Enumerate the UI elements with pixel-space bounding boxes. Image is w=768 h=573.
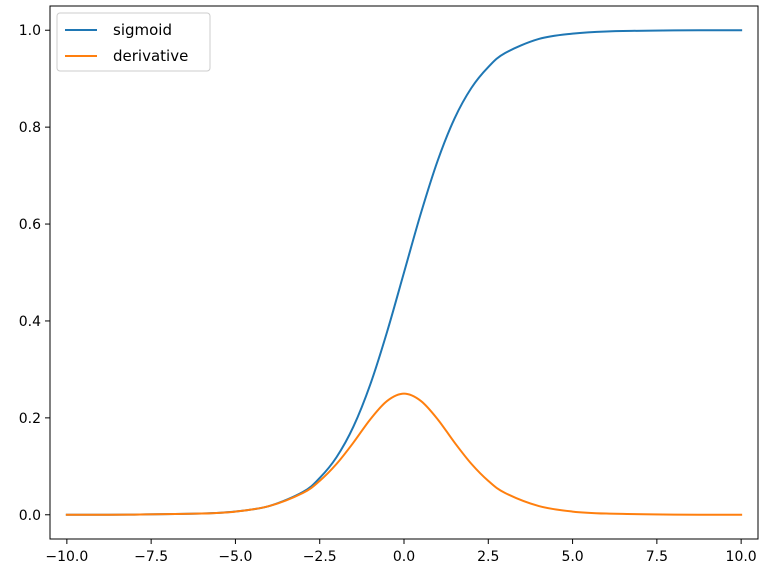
y-tick-label: 0.4 — [19, 314, 41, 330]
x-tick-label: 7.5 — [646, 549, 668, 565]
y-tick-label: 0.2 — [19, 411, 41, 427]
legend: sigmoid derivative — [56, 12, 211, 72]
y-tick-label: 0.8 — [19, 120, 41, 136]
legend-derivative-label: derivative — [113, 47, 188, 65]
x-tick-label: −2.5 — [303, 549, 337, 565]
x-tick-label: 10.0 — [726, 549, 757, 565]
x-tick-label: −10.0 — [45, 549, 88, 565]
x-tick-label: 0.0 — [393, 549, 415, 565]
y-axis: 0.0 0.2 0.4 0.6 0.8 1.0 — [19, 23, 50, 524]
legend-sigmoid-label: sigmoid — [113, 21, 172, 39]
y-tick-label: 1.0 — [19, 23, 41, 39]
x-axis: −10.0 −7.5 −5.0 −2.5 0.0 2.5 5.0 7.5 10.0 — [45, 539, 757, 565]
y-tick-label: 0.6 — [19, 217, 41, 233]
y-tick-label: 0.0 — [19, 508, 41, 524]
x-tick-label: 5.0 — [561, 549, 583, 565]
x-tick-label: −5.0 — [218, 549, 252, 565]
x-tick-label: 2.5 — [477, 549, 499, 565]
series-layer — [65, 29, 743, 516]
x-tick-label: −7.5 — [134, 549, 168, 565]
series-line-derivative — [65, 392, 743, 516]
